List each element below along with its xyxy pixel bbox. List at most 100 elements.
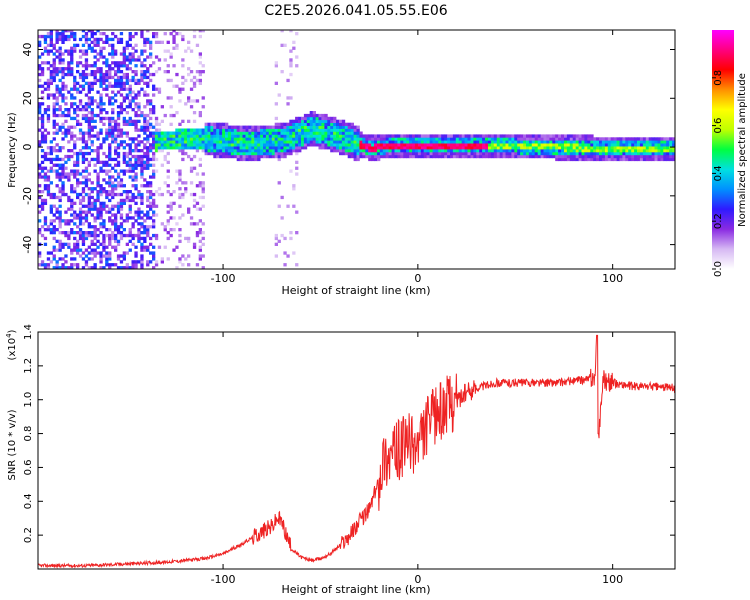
heatmap-cell <box>76 248 80 252</box>
heatmap-cell <box>189 143 194 147</box>
heatmap-cell <box>219 151 223 156</box>
heatmap-cell <box>125 163 129 167</box>
heatmap-cell <box>90 242 94 246</box>
heatmap-cell <box>146 181 150 185</box>
heatmap-cell <box>236 128 240 132</box>
heatmap-cell <box>283 143 287 147</box>
heatmap-cell <box>67 149 71 153</box>
heatmap-cell <box>587 134 591 138</box>
snr-y-label: SNR (10 * v/v) <box>7 409 18 480</box>
heatmap-cell <box>534 146 538 150</box>
heatmap-cell <box>520 154 524 159</box>
heatmap-cell <box>657 143 661 147</box>
heatmap-cell <box>189 169 194 173</box>
heatmap-cell <box>111 137 115 141</box>
spectrogram-x-label: Height of straight line (km) <box>281 284 430 297</box>
heatmap-cell <box>122 146 126 150</box>
heatmap-cell <box>122 172 126 176</box>
heatmap-cell <box>546 134 550 138</box>
heatmap-cell <box>55 34 59 39</box>
heatmap-cell <box>87 192 91 197</box>
heatmap-cell <box>613 151 617 156</box>
heatmap-cell <box>526 146 530 150</box>
heatmap-cell <box>131 122 135 126</box>
heatmap-cell <box>134 266 138 269</box>
heatmap-cell <box>154 157 159 162</box>
heatmap-cell <box>116 143 121 147</box>
heatmap-cell <box>298 149 302 153</box>
snr-line-layer <box>38 334 675 569</box>
heatmap-cell <box>201 140 205 144</box>
heatmap-cell <box>628 137 632 141</box>
heatmap-cell <box>438 137 442 141</box>
heatmap-cell <box>84 213 89 217</box>
heatmap-cell <box>189 128 194 132</box>
heatmap-cell <box>271 125 276 129</box>
heatmap-cell <box>154 204 159 208</box>
heatmap-cell <box>543 134 547 138</box>
heatmap-cell <box>321 122 325 126</box>
heatmap-cell <box>137 228 141 232</box>
heatmap-cell <box>601 154 606 159</box>
heatmap-cell <box>397 154 401 159</box>
heatmap-cell <box>78 216 83 220</box>
heatmap-cell <box>52 213 56 217</box>
heatmap-cell <box>67 178 71 182</box>
heatmap-cell <box>46 228 51 232</box>
heatmap-cell <box>143 151 147 156</box>
heatmap-cell <box>134 113 138 118</box>
heatmap-cell <box>81 181 86 185</box>
heatmap-cell <box>116 125 121 129</box>
heatmap-cell <box>584 149 588 153</box>
heatmap-cell <box>99 146 103 150</box>
heatmap-cell <box>87 151 91 156</box>
heatmap-cell <box>292 140 296 144</box>
heatmap-cell <box>96 149 100 153</box>
heatmap-cell <box>181 195 185 200</box>
heatmap-cell <box>248 154 252 159</box>
heatmap-cell <box>137 210 141 214</box>
heatmap-cell <box>43 137 48 141</box>
heatmap-cell <box>146 151 150 156</box>
heatmap-cell <box>347 128 351 132</box>
heatmap-cell <box>55 67 59 71</box>
heatmap-cell <box>403 154 407 159</box>
heatmap-cell <box>58 34 62 39</box>
heatmap-cell <box>38 219 42 223</box>
heatmap-cell <box>251 154 255 159</box>
heatmap-cell <box>149 55 153 59</box>
heatmap-cell <box>152 266 156 269</box>
heatmap-cell <box>315 140 319 144</box>
heatmap-cell <box>55 37 59 42</box>
heatmap-cell <box>219 146 223 150</box>
heatmap-cell <box>274 81 278 85</box>
heatmap-cell <box>93 37 97 42</box>
heatmap-cell <box>543 149 547 153</box>
heatmap-cell <box>204 122 208 126</box>
heatmap-cell <box>242 137 246 141</box>
heatmap-cell <box>309 140 313 144</box>
heatmap-cell <box>385 134 389 138</box>
heatmap-cell <box>131 137 135 141</box>
heatmap-cell <box>181 263 185 267</box>
heatmap-cell <box>108 192 112 197</box>
heatmap-cell <box>327 122 331 126</box>
heatmap-cell <box>149 207 153 211</box>
heatmap-cell <box>119 266 124 269</box>
heatmap-cell <box>283 122 287 126</box>
heatmap-cell <box>572 143 576 147</box>
heatmap-cell <box>111 166 115 170</box>
heatmap-cell <box>134 146 138 150</box>
heatmap-cell <box>137 157 141 162</box>
heatmap-cell <box>195 70 200 74</box>
heatmap-cell <box>277 239 281 243</box>
heatmap-cell <box>55 102 59 106</box>
heatmap-cell <box>292 125 296 129</box>
heatmap-cell <box>140 30 144 33</box>
heatmap-cell <box>125 46 129 50</box>
heatmap-cell <box>105 72 109 77</box>
heatmap-cell <box>561 143 565 147</box>
heatmap-cell <box>528 137 533 141</box>
heatmap-cell <box>93 70 97 74</box>
heatmap-cell <box>581 134 585 138</box>
